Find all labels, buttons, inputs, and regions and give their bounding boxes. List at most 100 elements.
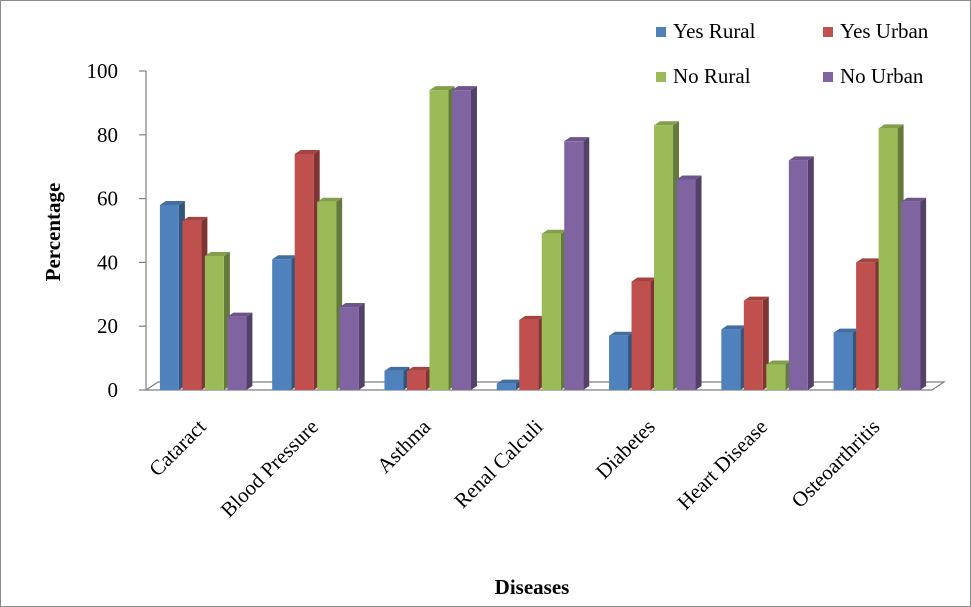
bar-front: [159, 204, 179, 390]
bar-top: [766, 360, 792, 365]
bar: [339, 303, 365, 390]
bar-front: [901, 201, 921, 390]
y-tick-label: 80: [97, 123, 118, 147]
bar-front: [339, 307, 359, 390]
bar: [406, 366, 432, 390]
bar-top: [654, 121, 680, 126]
x-axis-categories: Cataract Blood Pressure Asthma Renal Calcul…: [144, 414, 884, 522]
bar-side: [246, 312, 253, 390]
bar-front: [317, 201, 337, 390]
bar-side: [695, 175, 702, 390]
bar-top: [451, 86, 477, 91]
bar: [541, 229, 567, 390]
bar-front: [676, 179, 696, 390]
bar-top: [721, 325, 747, 330]
bar-top: [676, 175, 702, 180]
bar-top: [204, 252, 230, 257]
x-category-label: Blood Pressure: [216, 415, 323, 522]
legend: Yes Rural Yes Urban No Rural No Urban: [656, 19, 929, 88]
bar: [833, 328, 859, 390]
bar-front: [654, 125, 674, 390]
bar-front: [182, 220, 202, 390]
bar: [451, 86, 477, 390]
bar-front: [878, 128, 898, 391]
bar-side: [358, 303, 365, 390]
bar-side: [920, 197, 927, 390]
bar: [159, 200, 185, 390]
bar: [609, 331, 635, 390]
legend-label: Yes Rural: [673, 19, 756, 43]
bar-top: [743, 296, 769, 301]
bar-top: [631, 277, 657, 282]
bar-front: [766, 364, 786, 390]
bar-front: [541, 233, 561, 390]
bar-front: [451, 90, 471, 390]
y-tick-label: 100: [87, 59, 119, 83]
bar: [204, 252, 230, 390]
bar: [519, 315, 545, 390]
bar-front: [788, 160, 808, 390]
legend-label: No Urban: [840, 64, 924, 88]
bar-front: [564, 141, 584, 390]
bar-front: [204, 256, 224, 390]
bar-top: [901, 197, 927, 202]
x-category-label: Heart Disease: [672, 415, 772, 515]
legend-label: Yes Urban: [840, 19, 929, 43]
bar-front: [519, 319, 539, 390]
bar: [721, 325, 747, 390]
bar: [856, 258, 882, 390]
bar: [901, 197, 927, 390]
bar-front: [743, 300, 763, 390]
legend-swatch: [656, 72, 666, 82]
bar-front: [721, 329, 741, 390]
x-category-label: Asthma: [372, 414, 436, 478]
bar-top: [182, 216, 208, 221]
bar-front: [856, 262, 876, 390]
bar: [788, 156, 814, 390]
bar-top: [317, 197, 343, 202]
bar-front: [631, 281, 651, 390]
bar-front: [406, 370, 426, 390]
y-tick-label: 0: [108, 378, 119, 402]
bar-front: [272, 259, 292, 390]
bar: [227, 312, 253, 390]
bar-front: [496, 383, 516, 390]
bar-side: [583, 137, 590, 390]
bar: [317, 197, 343, 390]
bar-top: [788, 156, 814, 161]
x-category-label: Renal Calculi: [449, 414, 547, 512]
bar-front: [609, 335, 629, 390]
y-tick-label: 60: [97, 187, 118, 211]
bar-front: [429, 90, 449, 390]
bar: [182, 216, 208, 390]
bar: [294, 149, 320, 390]
x-category-label: Diabetes: [591, 415, 660, 484]
bar-top: [406, 366, 432, 371]
bar-top: [227, 312, 253, 317]
bar: [654, 121, 680, 390]
x-category-label: Osteoarthritis: [787, 415, 885, 513]
bar-top: [339, 303, 365, 308]
legend-swatch: [823, 72, 833, 82]
x-category-label: Cataract: [144, 414, 211, 481]
y-tick-label: 40: [97, 250, 118, 274]
bar-top: [541, 229, 567, 234]
bar-top: [159, 200, 185, 205]
bar-top: [609, 331, 635, 336]
bar-front: [384, 370, 404, 390]
bar: [766, 360, 792, 390]
bar-top: [519, 315, 545, 320]
bar-side: [470, 86, 477, 390]
bar: [631, 277, 657, 390]
bar: [384, 366, 410, 390]
bar: [272, 255, 298, 390]
bar: [676, 175, 702, 390]
bar-top: [272, 255, 298, 260]
legend-swatch: [823, 27, 833, 37]
bar: [429, 86, 455, 390]
legend-label: No Rural: [673, 64, 751, 88]
bar-top: [384, 366, 410, 371]
y-axis: 0 20 40 60 80 100: [87, 59, 147, 402]
bar: [496, 379, 522, 390]
